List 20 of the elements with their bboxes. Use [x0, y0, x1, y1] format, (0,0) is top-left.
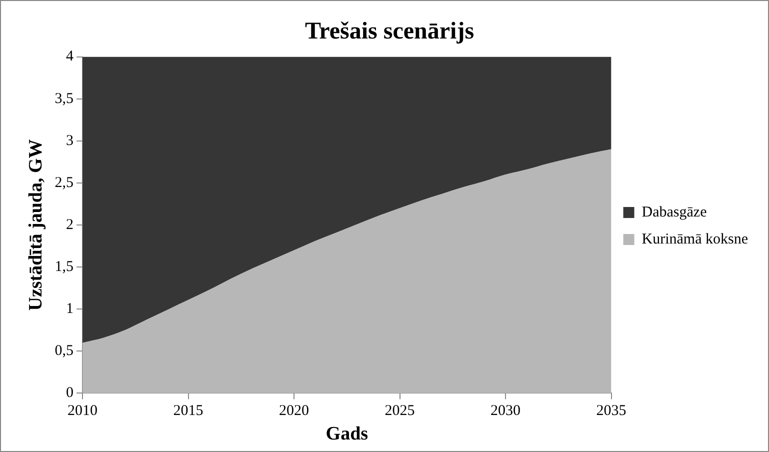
- x-tick-label: 2025: [384, 403, 415, 420]
- legend-label: Kurināmā koksne: [642, 231, 748, 248]
- y-tick-label: 3,5: [54, 90, 74, 107]
- y-tick-label: 1: [66, 301, 74, 318]
- chart-title: Trešais scenārijs: [304, 18, 474, 45]
- y-tick-label: 2: [66, 216, 74, 233]
- y-tick-label: 3: [66, 132, 74, 149]
- y-tick-label: 4: [66, 48, 74, 65]
- y-axis-title: Uzstādītā jauda, GW: [25, 139, 46, 311]
- y-tick-label: 0: [66, 385, 74, 402]
- y-tick-label: 0,5: [54, 343, 74, 360]
- x-tick-label: 2020: [279, 403, 310, 420]
- legend-label: Dabasgāze: [642, 204, 708, 220]
- y-tick-label: 1,5: [54, 258, 74, 275]
- x-tick-label: 2035: [596, 403, 626, 420]
- x-tick-label: 2015: [173, 403, 204, 420]
- x-tick-label: 2030: [490, 403, 521, 420]
- x-axis-title: Gads: [326, 424, 368, 445]
- y-tick-label: 2,5: [54, 174, 74, 191]
- x-tick-label: 2010: [68, 403, 98, 420]
